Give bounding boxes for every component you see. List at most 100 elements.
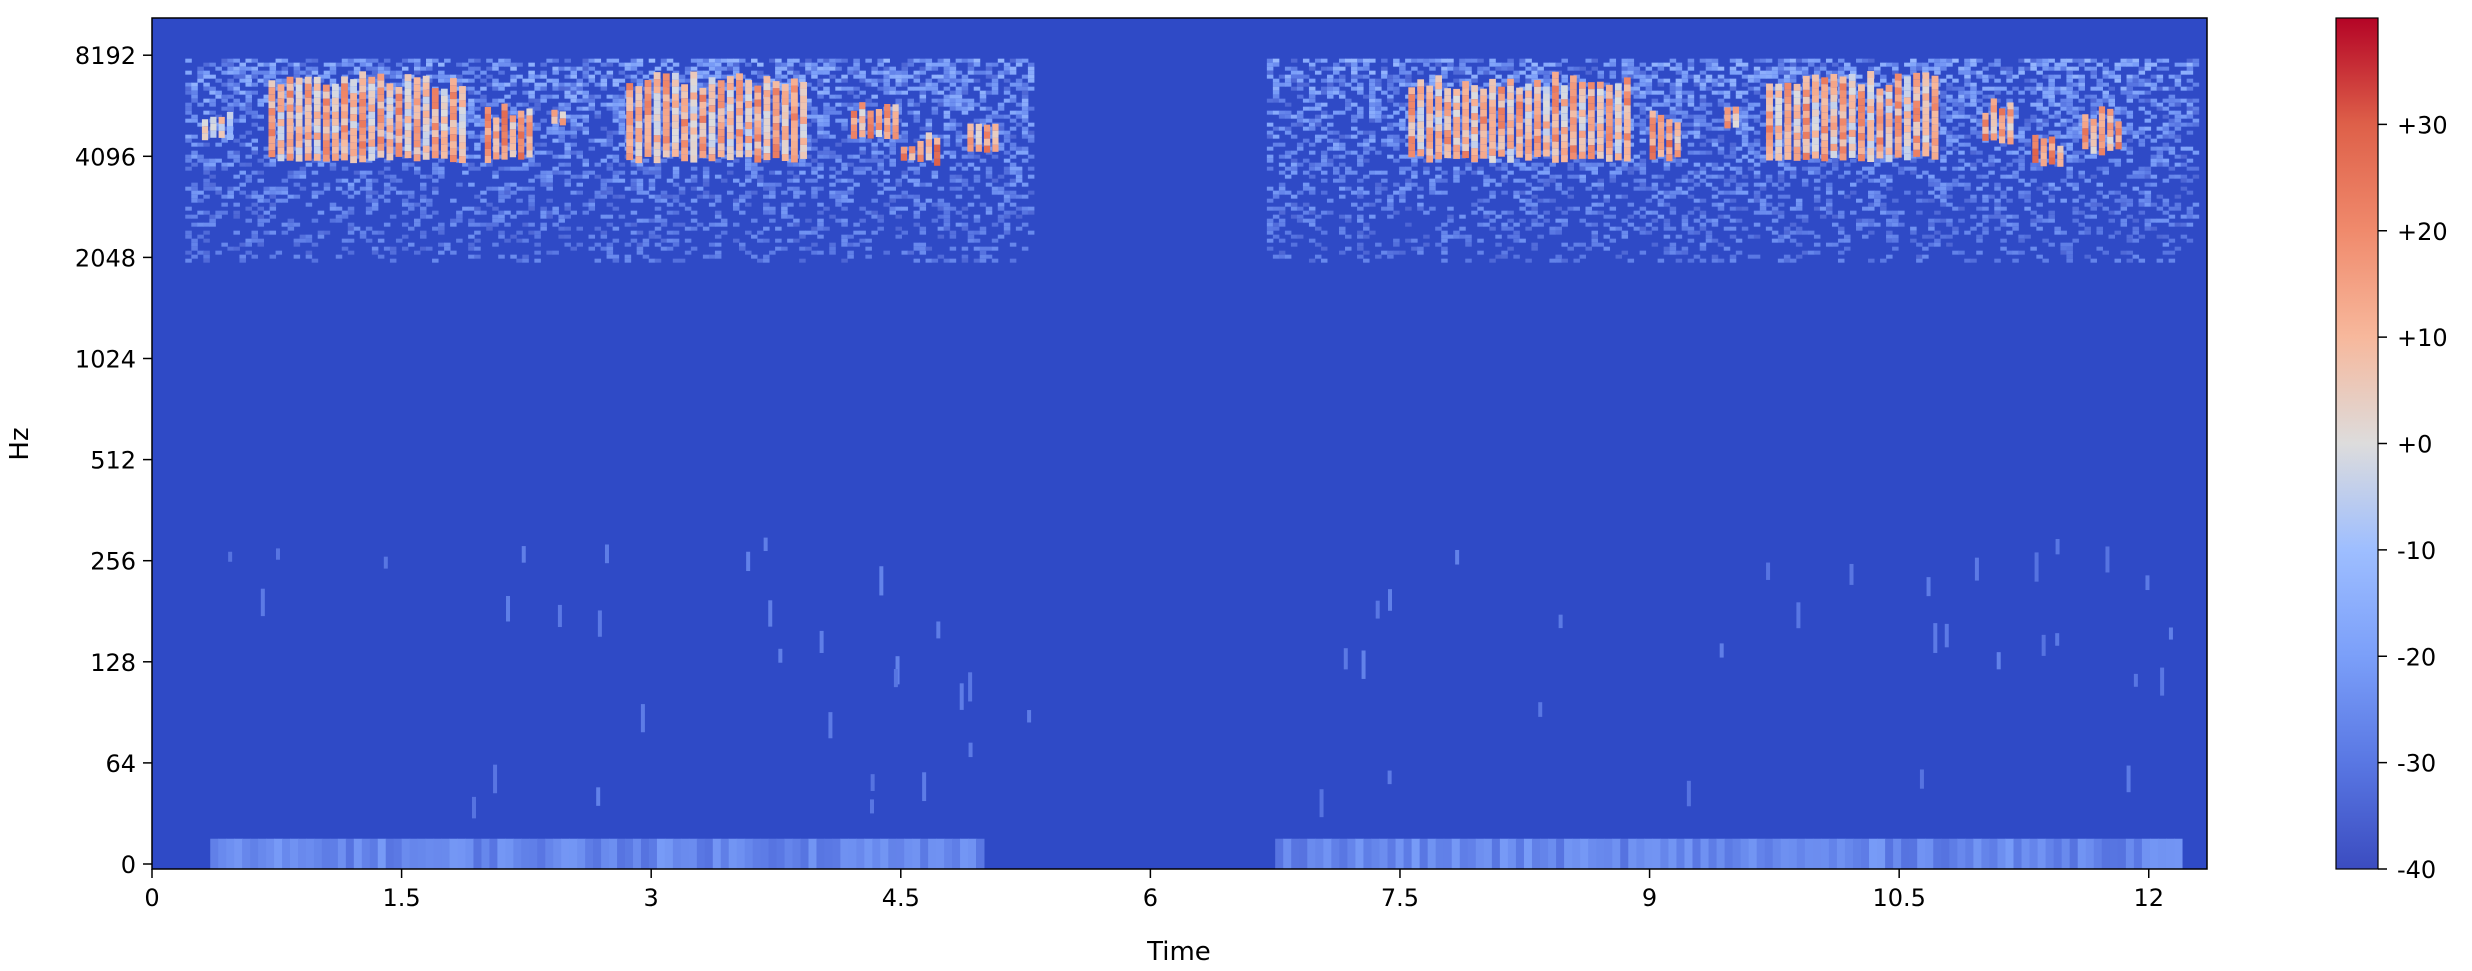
spectro-cell — [1729, 218, 1737, 223]
spectro-cell — [835, 202, 842, 207]
spectro-cell — [1807, 58, 1815, 63]
spectro-cell — [1411, 182, 1418, 187]
spectro-cell — [829, 66, 836, 71]
spectro-cell — [576, 226, 584, 231]
spectro-cell — [492, 214, 499, 219]
spectro-cell — [648, 150, 656, 155]
spectro-cell — [1531, 242, 1538, 247]
spectro-cell — [1651, 102, 1659, 107]
spectro-cell — [305, 250, 313, 255]
spectro-cell — [1627, 70, 1635, 75]
spectro-cell — [979, 254, 987, 259]
spectro-cell — [1795, 214, 1803, 219]
spectro-cell — [462, 62, 469, 67]
spectro-cell — [389, 214, 397, 219]
spectro-cell — [751, 106, 758, 111]
spectro-cell — [1657, 174, 1665, 179]
spectro-cell — [991, 90, 999, 95]
spectro-cell — [498, 86, 505, 91]
spectro-cell — [1015, 102, 1023, 107]
spectro-cell — [678, 258, 686, 263]
spectro-cell — [955, 222, 963, 227]
spectro-cell — [522, 238, 529, 243]
spectro-cell — [540, 174, 547, 179]
spectro-cell — [1681, 214, 1689, 219]
spectro-cell — [251, 146, 259, 151]
spectro-cell — [1880, 90, 1887, 95]
spectro-cell — [353, 98, 361, 103]
spectro-cell — [1916, 62, 1923, 67]
spectro-cell — [871, 198, 878, 203]
spectro-cell — [1946, 218, 1953, 223]
spectro-cell — [1453, 66, 1460, 71]
spectro-cell — [1717, 102, 1725, 107]
spectro-cell — [1399, 138, 1406, 143]
spectro-cell — [829, 134, 836, 139]
spectro-cell — [1892, 210, 1899, 215]
spectro-cell — [365, 74, 373, 79]
spectro-cell — [937, 234, 945, 239]
spectro-cell — [1332, 170, 1340, 175]
spectro-cell — [684, 106, 692, 111]
spectro-cell — [931, 66, 939, 71]
spectro-cell — [654, 170, 662, 175]
spectro-cell — [275, 58, 283, 63]
spectro-cell — [582, 70, 590, 75]
spectro-cell — [925, 198, 933, 203]
spectro-cell — [588, 234, 596, 239]
spectro-cell — [919, 86, 927, 91]
spectro-cell — [540, 178, 547, 183]
spectro-cell — [606, 62, 614, 67]
spectro-cell — [1284, 126, 1292, 131]
spectro-cell — [1916, 190, 1923, 195]
spectro-cell — [1741, 206, 1749, 211]
spectro-cell — [841, 78, 848, 83]
spectro-cell — [552, 250, 559, 255]
spectro-cell — [1928, 82, 1935, 87]
spectro-cell — [1759, 206, 1767, 211]
spectro-cell — [1916, 66, 1923, 71]
spectro-cell — [955, 58, 963, 63]
spectro-cell — [209, 110, 216, 115]
spectro-cell — [925, 122, 933, 127]
spectro-cell — [702, 166, 710, 171]
spectro-cell — [233, 82, 240, 87]
spectro-cell — [1693, 150, 1701, 155]
spectro-cell — [365, 198, 373, 203]
spectro-cell — [1669, 134, 1677, 139]
spectro-cell — [1561, 242, 1568, 247]
spectro-cell — [1705, 62, 1713, 67]
spectro-cell — [1525, 258, 1532, 263]
spectro-cell — [1952, 166, 1959, 171]
spectro-cell — [1483, 70, 1490, 75]
spectro-cell — [636, 70, 644, 75]
spectro-cell — [293, 74, 301, 79]
spectro-cell — [937, 98, 945, 103]
spectro-cell — [1423, 170, 1430, 175]
spectro-cell — [1399, 154, 1406, 159]
spectro-cell — [546, 198, 553, 203]
spectro-cell — [636, 78, 644, 83]
spectro-cell — [1681, 122, 1689, 127]
spectro-cell — [227, 70, 234, 75]
spectro-cell — [1567, 246, 1574, 251]
spectro-cell — [726, 66, 734, 71]
spectro-cell — [1027, 190, 1035, 195]
spectro-cell — [1663, 94, 1671, 99]
spectro-cell — [1531, 62, 1538, 67]
spectro-cell — [191, 86, 198, 91]
spectro-cell — [1501, 166, 1508, 171]
spectro-cell — [383, 246, 391, 251]
spectro-cell — [1351, 190, 1358, 195]
spectro-cell — [1946, 86, 1953, 91]
spectro-cell — [263, 98, 271, 103]
spectro-cell — [1813, 194, 1821, 199]
spectro-cell — [1958, 166, 1965, 171]
spectro-cell — [919, 58, 927, 63]
spectro-cell — [389, 258, 397, 263]
spectro-cell — [871, 210, 878, 215]
spectro-cell — [227, 162, 234, 167]
spectro-cell — [1651, 98, 1659, 103]
spectro-cell — [1946, 194, 1953, 199]
